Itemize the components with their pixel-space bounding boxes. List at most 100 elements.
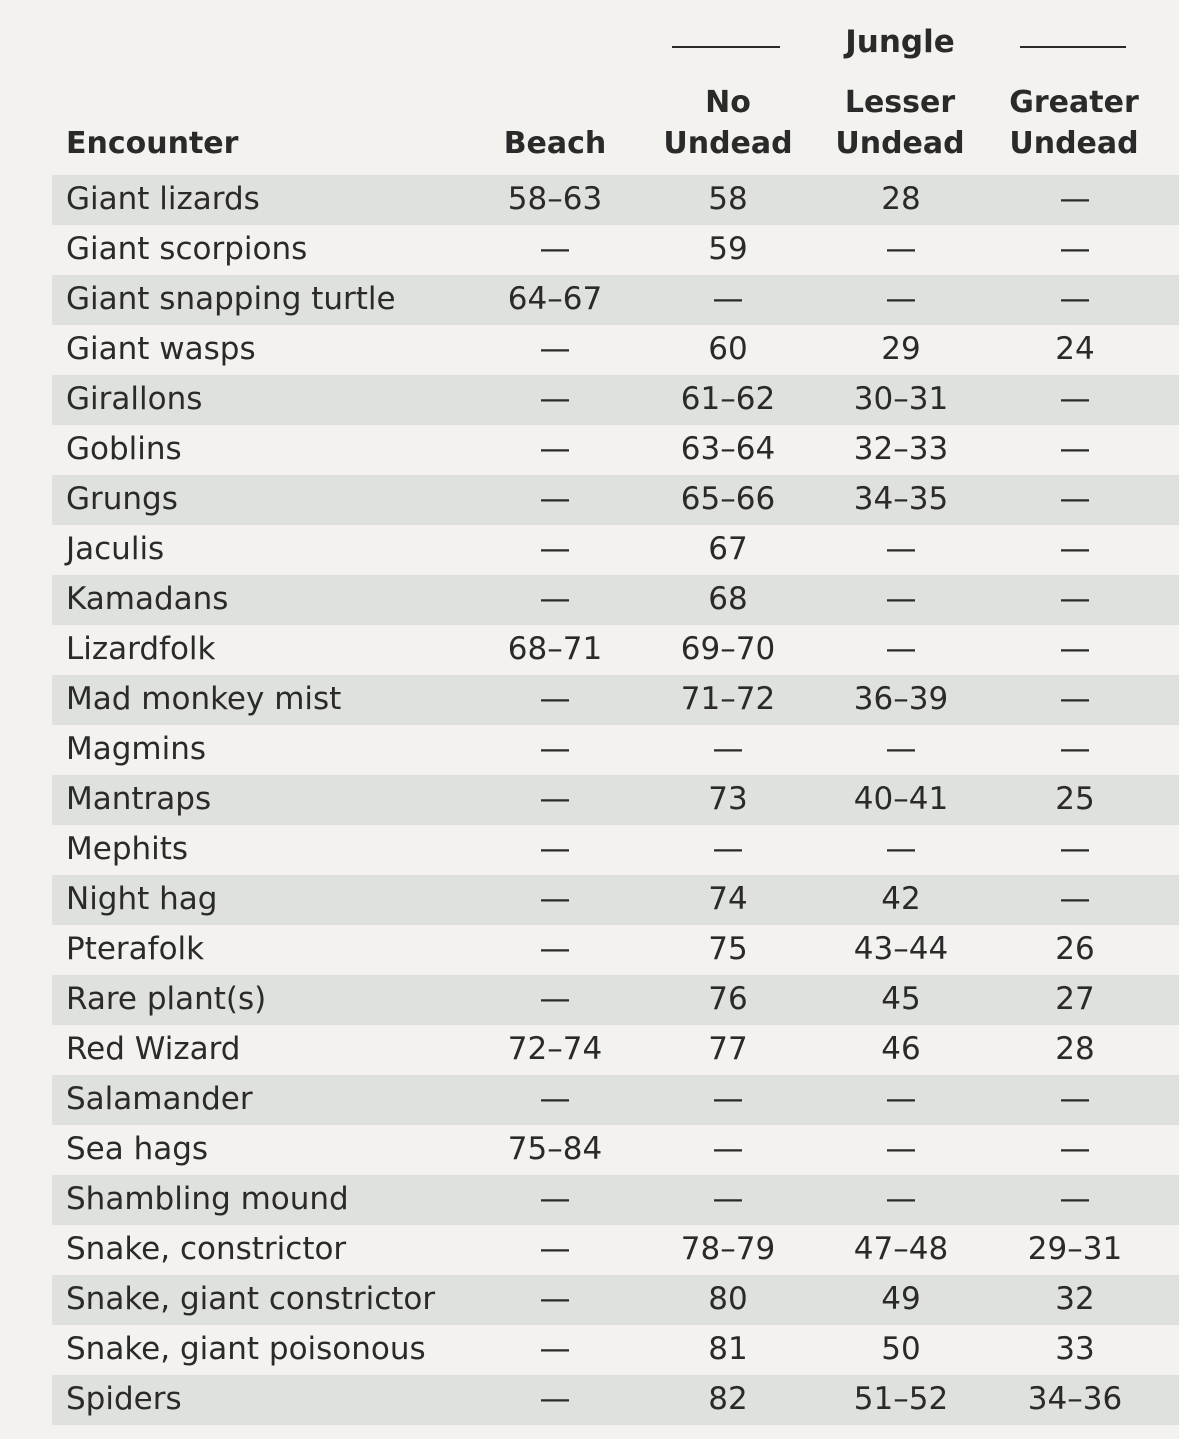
cell-lesser-undead: 34–35 bbox=[853, 481, 949, 517]
encounter-table-body: Giant lizards 58–63 58 28 — Giant scorpions — 5… bbox=[52, 175, 1179, 1425]
cell-no-undead: 80 bbox=[708, 1281, 748, 1317]
cell-no-undead: 82 bbox=[708, 1381, 748, 1417]
cell-greater-undead: 28 bbox=[1055, 1031, 1095, 1067]
column-header-encounter: Encounter bbox=[66, 126, 239, 161]
cell-no-undead: 61–62 bbox=[680, 381, 776, 417]
cell-no-undead: 67 bbox=[708, 531, 748, 567]
cell-no-undead: 81 bbox=[708, 1331, 748, 1367]
cell-greater-undead: 33 bbox=[1055, 1331, 1095, 1367]
cell-beach: — bbox=[539, 981, 571, 1017]
cell-lesser-undead: — bbox=[885, 1131, 917, 1167]
cell-encounter-name: Mad monkey mist bbox=[66, 681, 342, 717]
cell-encounter-name: Snake, constrictor bbox=[66, 1231, 347, 1267]
cell-beach: — bbox=[539, 831, 571, 867]
cell-lesser-undead: 49 bbox=[881, 1281, 921, 1317]
table-row: Giant scorpions — 59 — — bbox=[52, 225, 1179, 275]
cell-greater-undead: — bbox=[1059, 181, 1091, 217]
jungle-group-label: Jungle bbox=[845, 24, 955, 60]
cell-no-undead: 65–66 bbox=[680, 481, 776, 517]
column-header-beach: Beach bbox=[503, 126, 607, 161]
table-row: Mantraps — 73 40–41 25 bbox=[52, 775, 1179, 825]
column-header-greater-undead-line1: Greater bbox=[1009, 85, 1139, 120]
cell-lesser-undead: — bbox=[885, 581, 917, 617]
cell-encounter-name: Lizardfolk bbox=[66, 631, 216, 667]
column-header-no-undead-line2: Undead bbox=[663, 126, 793, 161]
cell-beach: — bbox=[539, 1231, 571, 1267]
cell-encounter-name: Girallons bbox=[66, 381, 203, 417]
cell-greater-undead: — bbox=[1059, 731, 1091, 767]
cell-lesser-undead: — bbox=[885, 1081, 917, 1117]
column-header-lesser-undead-line1: Lesser bbox=[844, 85, 956, 120]
cell-lesser-undead: — bbox=[885, 231, 917, 267]
column-header-greater-undead-line2: Undead bbox=[1009, 126, 1139, 161]
cell-greater-undead: — bbox=[1059, 681, 1091, 717]
table-row: Snake, giant poisonous — 81 50 33 bbox=[52, 1325, 1179, 1375]
column-header-row: Encounter Beach No Undead Lesser Undead … bbox=[0, 82, 1179, 172]
cell-beach: — bbox=[539, 1181, 571, 1217]
cell-no-undead: 78–79 bbox=[680, 1231, 776, 1267]
cell-beach: — bbox=[539, 781, 571, 817]
cell-no-undead: 60 bbox=[708, 331, 748, 367]
cell-no-undead: 75 bbox=[708, 931, 748, 967]
cell-no-undead: — bbox=[712, 731, 744, 767]
cell-no-undead: — bbox=[712, 1181, 744, 1217]
cell-encounter-name: Rare plant(s) bbox=[66, 981, 267, 1017]
cell-encounter-name: Giant lizards bbox=[66, 181, 260, 217]
table-row: Girallons — 61–62 30–31 — bbox=[52, 375, 1179, 425]
cell-no-undead: 77 bbox=[708, 1031, 748, 1067]
cell-greater-undead: 26 bbox=[1055, 931, 1095, 967]
cell-greater-undead: — bbox=[1059, 281, 1091, 317]
group-rule-left bbox=[672, 46, 780, 48]
cell-beach: — bbox=[539, 231, 571, 267]
cell-beach: — bbox=[539, 881, 571, 917]
cell-greater-undead: — bbox=[1059, 531, 1091, 567]
cell-no-undead: 76 bbox=[708, 981, 748, 1017]
group-rule-right bbox=[1020, 46, 1126, 48]
table-row: Mad monkey mist — 71–72 36–39 — bbox=[52, 675, 1179, 725]
cell-greater-undead: — bbox=[1059, 1081, 1091, 1117]
cell-beach: — bbox=[539, 1081, 571, 1117]
table-row: Jaculis — 67 — — bbox=[52, 525, 1179, 575]
cell-greater-undead: 34–36 bbox=[1027, 1381, 1123, 1417]
cell-encounter-name: Mantraps bbox=[66, 781, 212, 817]
cell-greater-undead: 24 bbox=[1055, 331, 1095, 367]
cell-beach: 75–84 bbox=[507, 1131, 603, 1167]
cell-lesser-undead: 36–39 bbox=[853, 681, 949, 717]
cell-lesser-undead: — bbox=[885, 531, 917, 567]
cell-encounter-name: Magmins bbox=[66, 731, 207, 767]
jungle-group-header: Jungle bbox=[0, 22, 1179, 72]
cell-no-undead: — bbox=[712, 831, 744, 867]
table-row: Salamander — — — — bbox=[52, 1075, 1179, 1125]
cell-no-undead: 71–72 bbox=[680, 681, 776, 717]
cell-beach: — bbox=[539, 581, 571, 617]
cell-beach: — bbox=[539, 681, 571, 717]
cell-lesser-undead: — bbox=[885, 1181, 917, 1217]
cell-encounter-name: Kamadans bbox=[66, 581, 229, 617]
cell-greater-undead: — bbox=[1059, 481, 1091, 517]
table-row: Lizardfolk 68–71 69–70 — — bbox=[52, 625, 1179, 675]
table-row: Sea hags 75–84 — — — bbox=[52, 1125, 1179, 1175]
cell-lesser-undead: 42 bbox=[881, 881, 921, 917]
cell-encounter-name: Goblins bbox=[66, 431, 182, 467]
cell-no-undead: 59 bbox=[708, 231, 748, 267]
cell-encounter-name: Mephits bbox=[66, 831, 189, 867]
cell-greater-undead: — bbox=[1059, 381, 1091, 417]
cell-greater-undead: — bbox=[1059, 881, 1091, 917]
cell-encounter-name: Grungs bbox=[66, 481, 178, 517]
cell-encounter-name: Shambling mound bbox=[66, 1181, 349, 1217]
cell-no-undead: 58 bbox=[708, 181, 748, 217]
cell-greater-undead: 29–31 bbox=[1027, 1231, 1123, 1267]
column-header-lesser-undead: Lesser Undead bbox=[832, 82, 968, 164]
cell-beach: — bbox=[539, 531, 571, 567]
table-row: Mephits — — — — bbox=[52, 825, 1179, 875]
cell-greater-undead: — bbox=[1059, 231, 1091, 267]
cell-encounter-name: Spiders bbox=[66, 1381, 182, 1417]
cell-encounter-name: Salamander bbox=[66, 1081, 253, 1117]
cell-beach: 64–67 bbox=[507, 281, 603, 317]
cell-encounter-name: Night hag bbox=[66, 881, 218, 917]
cell-greater-undead: — bbox=[1059, 831, 1091, 867]
cell-lesser-undead: 32–33 bbox=[853, 431, 949, 467]
cell-greater-undead: — bbox=[1059, 631, 1091, 667]
cell-encounter-name: Sea hags bbox=[66, 1131, 209, 1167]
cell-lesser-undead: 50 bbox=[881, 1331, 921, 1367]
